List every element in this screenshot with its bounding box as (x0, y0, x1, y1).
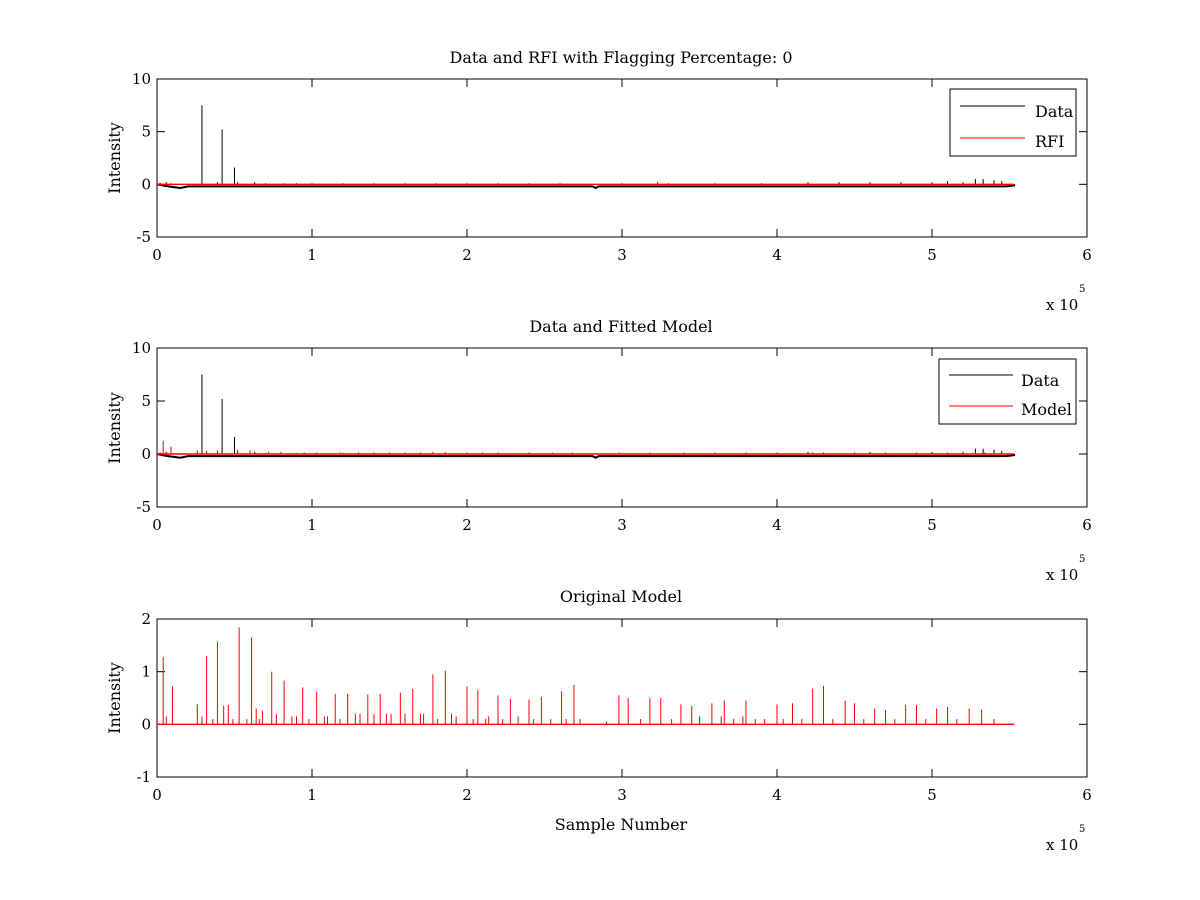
series-trace-data (156, 183, 1016, 190)
y-tick-label: -1 (136, 768, 151, 786)
x-tick-label: 2 (462, 786, 472, 804)
panel-title: Data and Fitted Model (529, 317, 712, 336)
legend-box (949, 88, 1077, 157)
x-tick-label: 3 (617, 246, 627, 264)
x-tick-label: 5 (927, 246, 937, 264)
panel-title: Original Model (560, 587, 682, 606)
x-tick-label: 6 (1082, 786, 1092, 804)
x-tick-label: 0 (152, 516, 162, 534)
y-tick-label: 10 (132, 339, 151, 357)
legend: Data Model (938, 358, 1077, 425)
x-tick-label: 1 (307, 516, 317, 534)
x-tick-label: 1 (307, 246, 317, 264)
panel-data-and-rfi: Data and RFI with Flagging Percentage: 0… (105, 48, 1092, 314)
panel-title: Data and RFI with Flagging Percentage: 0 (449, 48, 792, 67)
y-tick-label: 1 (141, 663, 151, 681)
x-tick-label: 1 (307, 786, 317, 804)
x-tick-label: 5 (927, 516, 937, 534)
x-tick-label: 0 (152, 246, 162, 264)
legend-label-model: Model (1021, 400, 1072, 419)
x-multiplier: x 10 (1046, 836, 1078, 854)
x-multiplier-exponent: 5 (1079, 554, 1085, 565)
x-tick-label: 6 (1082, 516, 1092, 534)
x-tick-label: 4 (772, 246, 782, 264)
x-multiplier: x 10 (1046, 566, 1078, 584)
x-tick-label: 0 (152, 786, 162, 804)
legend-label-rfi: RFI (1035, 132, 1064, 151)
x-multiplier: x 10 (1046, 296, 1078, 314)
y-tick-label: 0 (141, 445, 151, 463)
y-tick-label: -5 (136, 228, 151, 246)
x-tick-label: 4 (772, 786, 782, 804)
y-axis-label: Intensity (105, 392, 124, 464)
y-tick-label: -5 (136, 498, 151, 516)
legend-label-data: Data (1035, 102, 1074, 121)
panel-data-and-fitted-model: Data and Fitted Model Intensity 0 1 2 3 4 5 6 -… (105, 317, 1092, 584)
legend-box (938, 358, 1077, 425)
x-axis-label: Sample Number (555, 815, 688, 834)
y-tick-label: 10 (132, 70, 151, 88)
y-tick-label: 5 (141, 123, 151, 141)
x-tick-label: 6 (1082, 246, 1092, 264)
x-tick-label: 3 (617, 786, 627, 804)
x-tick-label: 2 (462, 246, 472, 264)
x-multiplier-exponent: 5 (1079, 824, 1085, 835)
y-axis-label: Intensity (105, 662, 124, 734)
legend-label-data: Data (1021, 371, 1060, 390)
y-tick-label: 5 (141, 392, 151, 410)
y-tick-label: 0 (141, 175, 151, 193)
x-multiplier-exponent: 5 (1079, 284, 1085, 295)
x-tick-label: 5 (927, 786, 937, 804)
x-tick-label: 2 (462, 516, 472, 534)
y-tick-label: 2 (141, 610, 151, 628)
y-axis-label: Intensity (105, 122, 124, 194)
x-tick-label: 4 (772, 516, 782, 534)
series-trace-data (156, 453, 1016, 459)
legend: Data RFI (949, 88, 1077, 157)
x-tick-label: 3 (617, 516, 627, 534)
y-tick-label: 0 (141, 715, 151, 733)
